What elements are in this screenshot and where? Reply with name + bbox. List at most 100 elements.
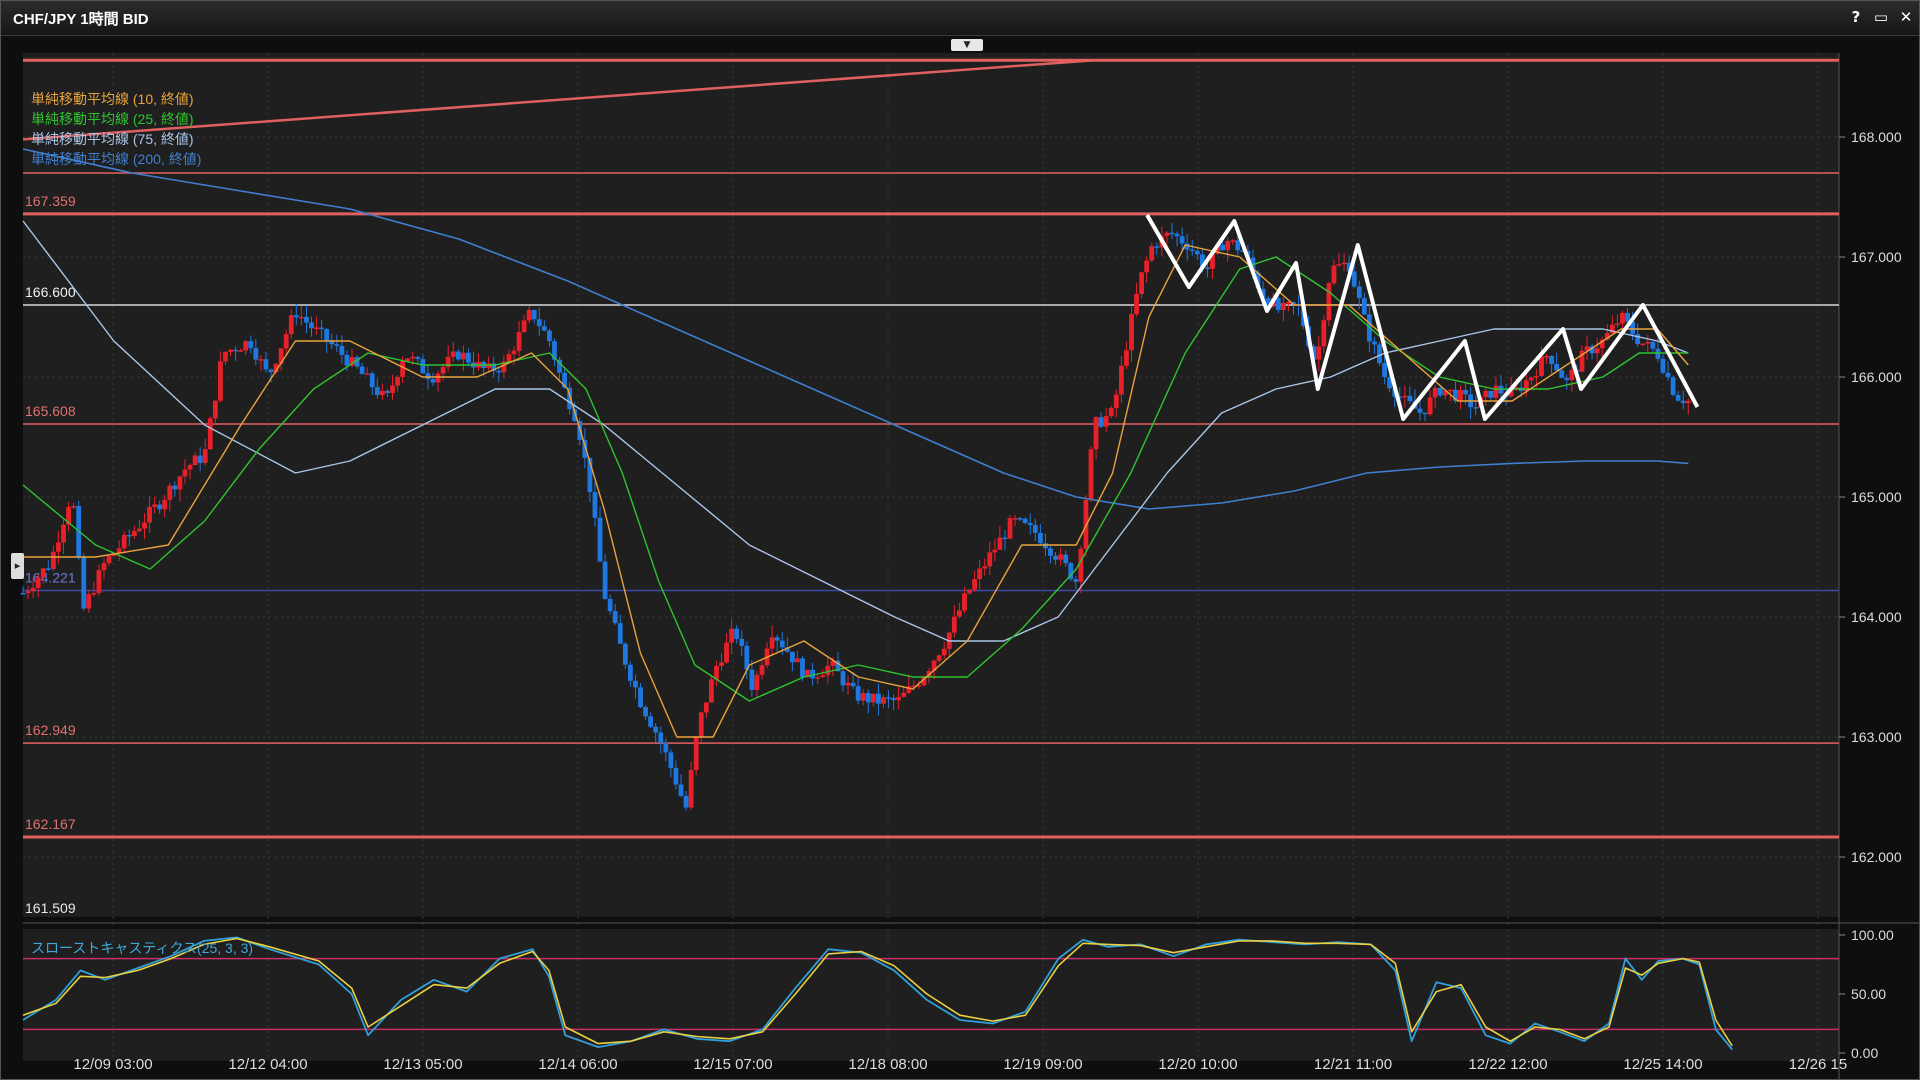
down-candle — [891, 694, 896, 710]
candle-body — [1432, 387, 1438, 398]
down-candle — [233, 346, 238, 361]
candle-body — [390, 385, 395, 393]
candle-body — [1685, 400, 1691, 404]
chart-canvas[interactable]: 12/09 03:00 12/12 04:00 12/13 05:00 12/14 0… — [1, 35, 1919, 1079]
candle-body — [111, 553, 117, 557]
candle-body — [1680, 400, 1686, 404]
candle-body — [982, 566, 988, 569]
candle-body — [658, 732, 664, 743]
candle-body — [1265, 298, 1271, 307]
candle-body — [1291, 302, 1296, 304]
candle-body — [916, 685, 922, 687]
legend-sma200: 単純移動平均線 (200, 終値) — [31, 151, 202, 167]
candle-body — [541, 326, 547, 331]
up-candle — [941, 641, 947, 660]
down-candle — [430, 372, 436, 386]
down-candle — [1063, 550, 1069, 567]
candle-body — [1665, 372, 1671, 378]
x-tick-label: 12/22 12:00 — [1468, 1056, 1547, 1073]
candle-body — [1032, 524, 1038, 533]
up-candle — [238, 348, 244, 352]
candle-body — [592, 492, 598, 518]
down-candle — [354, 355, 360, 369]
candle-body — [587, 457, 593, 493]
down-candle — [617, 614, 623, 644]
candle-body — [521, 320, 527, 333]
down-candle — [683, 790, 689, 811]
bottom-price-label: 161.509 — [25, 900, 76, 916]
up-candle — [192, 452, 198, 466]
candle-body — [309, 322, 314, 329]
close-icon[interactable]: ✕ — [1899, 8, 1913, 26]
candle-body — [1377, 344, 1382, 364]
candle-body — [673, 767, 679, 785]
down-candle — [1356, 280, 1362, 310]
candle-body — [172, 485, 178, 490]
candle-body — [951, 616, 957, 633]
candle-body — [233, 349, 238, 352]
candle-body — [157, 504, 163, 510]
candle-body — [506, 354, 512, 362]
up-candle — [1321, 315, 1327, 353]
down-candle — [653, 723, 659, 743]
help-icon[interactable]: ? — [1851, 8, 1861, 26]
candle-body — [45, 568, 51, 570]
candle-body — [805, 669, 810, 678]
down-candle — [1680, 390, 1686, 410]
candle-body — [1017, 518, 1023, 520]
up-candle — [1058, 547, 1064, 566]
up-candle — [379, 383, 385, 400]
up-candle — [147, 495, 152, 533]
candle-body — [749, 669, 755, 690]
candle-body — [248, 341, 254, 349]
up-candle — [91, 581, 97, 597]
candle-body — [1382, 363, 1387, 377]
up-candle — [896, 687, 902, 710]
up-candle — [881, 694, 886, 708]
down-candle — [1559, 367, 1565, 378]
down-candle — [663, 738, 669, 762]
down-candle — [784, 637, 790, 653]
maximize-icon[interactable]: ▭ — [1873, 8, 1889, 26]
up-candle — [1149, 242, 1155, 263]
x-tick-label: 12/14 06:00 — [538, 1056, 617, 1073]
up-candle — [511, 346, 517, 366]
x-tick-label: 12/25 14:00 — [1623, 1056, 1702, 1073]
candle-body — [61, 524, 66, 543]
down-candle — [668, 749, 674, 778]
pattern-zigzag-line — [1145, 213, 1700, 421]
x-tick-label: 12/13 05:00 — [383, 1056, 462, 1073]
candle-body — [602, 561, 608, 599]
side-panel-handle-icon[interactable]: ▸ — [11, 553, 24, 579]
candle-body — [734, 628, 740, 639]
down-candle — [744, 641, 750, 680]
candle-body — [1210, 253, 1215, 269]
candle-body — [1488, 390, 1494, 398]
up-candle — [50, 545, 56, 572]
candle-body — [445, 356, 451, 367]
candle-body — [334, 344, 340, 346]
up-candle — [845, 675, 851, 695]
candle-body — [516, 332, 522, 351]
candle-body — [1463, 389, 1468, 395]
candle-body — [1559, 370, 1565, 378]
up-candle — [1134, 282, 1139, 317]
candle-body — [197, 455, 203, 463]
candle-body — [35, 577, 41, 588]
candle-body — [1513, 387, 1519, 389]
collapse-panel-toggle-icon[interactable]: ▼ — [951, 39, 983, 51]
candle-body — [683, 795, 689, 808]
up-candle — [1685, 398, 1691, 415]
down-candle — [339, 335, 345, 364]
up-candle — [30, 577, 36, 599]
candle-body — [1589, 346, 1595, 354]
candle-body — [1118, 365, 1124, 395]
up-candle — [1012, 514, 1018, 527]
candle-body — [1620, 312, 1625, 324]
candle-body — [1625, 312, 1630, 322]
candle-body — [901, 692, 907, 698]
up-candle — [207, 416, 213, 450]
down-candle — [582, 428, 588, 469]
down-candle — [248, 335, 254, 354]
candle-body — [71, 505, 77, 508]
